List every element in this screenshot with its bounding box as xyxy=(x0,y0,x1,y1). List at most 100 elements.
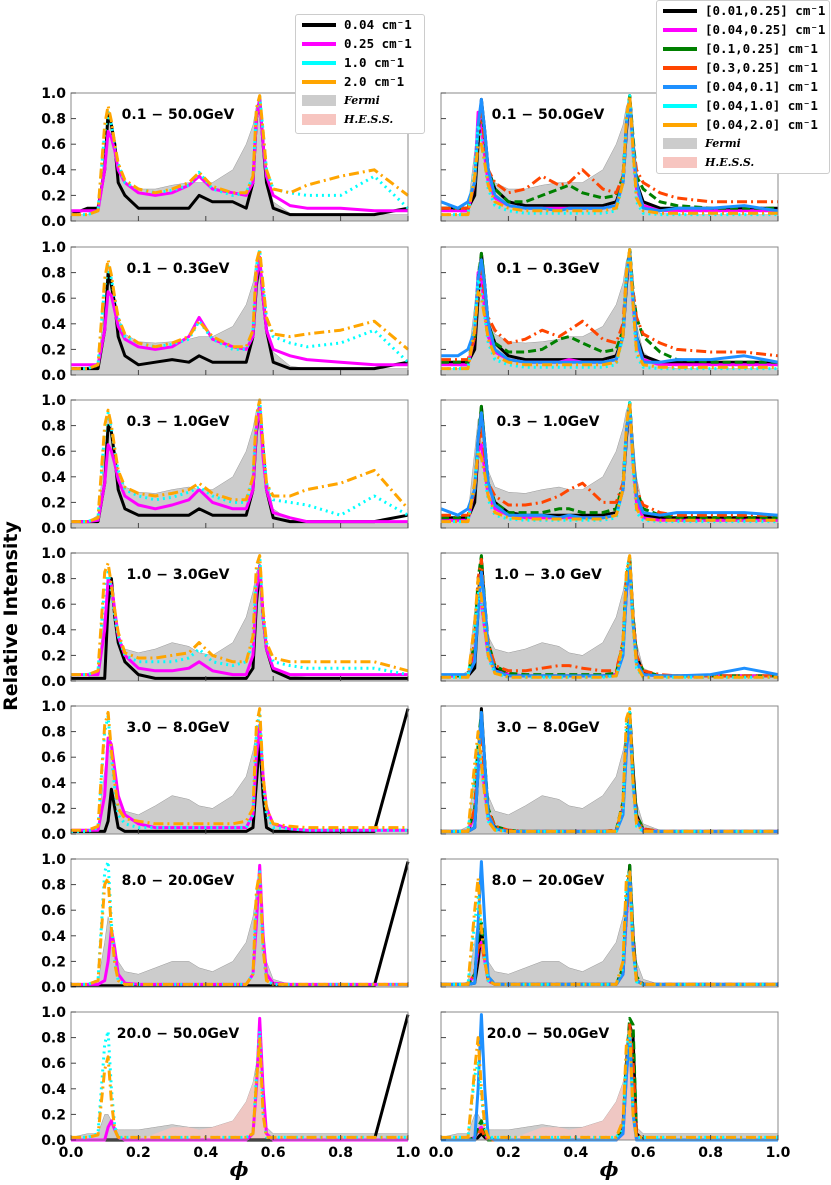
series-line-3 xyxy=(441,251,779,362)
y-tick-label: 0.4 xyxy=(41,470,66,486)
legend-label: Fermi xyxy=(705,137,741,150)
y-tick-label: 0.2 xyxy=(41,801,66,817)
legend-entry: [0.1,0.25] cm⁻1 xyxy=(657,39,829,58)
legend-entry: [0.04,0.25] cm⁻1 xyxy=(657,20,829,39)
panel-left-3: 0.0 0.2 0.4 0.6 0.8 1.0 1.0 − 3.0GeV xyxy=(41,546,409,690)
legend-label: 0.04 cm⁻1 xyxy=(344,17,412,32)
y-tick-label: 1.0 xyxy=(41,852,66,868)
y-tick-label: 0.4 xyxy=(41,1082,66,1098)
y-tick-label: 0.6 xyxy=(41,1056,66,1072)
series-line-6 xyxy=(441,94,778,217)
x-tick-label: 0.4 xyxy=(193,1145,218,1161)
legend-entry: [0.01,0.25] cm⁻1 xyxy=(657,1,829,20)
panel-right-5: 8.0 − 20.0GeV xyxy=(440,858,779,988)
panel-frame xyxy=(70,858,409,988)
legend-label: [0.01,0.25] cm⁻1 xyxy=(705,3,826,18)
x-tick-label: 1.0 xyxy=(766,1145,791,1161)
y-tick-label: 0.4 xyxy=(41,317,66,333)
legend-swatch xyxy=(302,23,336,27)
y-tick-label: 0.2 xyxy=(41,954,66,970)
panel-left-2: 0.0 0.2 0.4 0.6 0.8 1.0 0.3 − 1.0GeV xyxy=(41,393,410,537)
panel-frame xyxy=(440,246,779,376)
y-tick-label: 1.0 xyxy=(41,393,66,409)
panel-left-6: 0.0 0.2 0.4 0.6 0.8 1.0 0.0 0.2 0.4 0.6 0.8 1.0 20.0… xyxy=(41,1005,420,1161)
y-tick-label: 1.0 xyxy=(41,546,66,562)
energy-band-label: 8.0 − 20.0GeV xyxy=(492,873,605,889)
legend-swatch xyxy=(663,138,697,149)
y-tick-label: 0.8 xyxy=(41,266,66,282)
panel-frame xyxy=(70,399,409,529)
panel-right-3: 1.0 − 3.0 GeV xyxy=(440,552,779,682)
series-line-3 xyxy=(441,557,778,678)
panel-frame xyxy=(440,552,779,682)
x-tick-label: 1.0 xyxy=(396,1145,421,1161)
energy-band-label: 0.1 − 0.3GeV xyxy=(497,261,600,277)
series-line-3 xyxy=(71,248,409,371)
legend-swatch xyxy=(663,28,697,32)
series-line-3 xyxy=(71,94,409,217)
panel-frame xyxy=(70,246,409,376)
legend-label: [0.04,0.1] cm⁻1 xyxy=(705,79,818,94)
legend-swatch xyxy=(302,61,336,65)
legend-entry: 2.0 cm⁻1 xyxy=(296,72,424,91)
hess-histogram xyxy=(441,1063,778,1140)
legend-label: [0.04,2.0] cm⁻1 xyxy=(705,117,818,132)
legend-swatch xyxy=(302,114,336,125)
legend-entry: H.E.S.S. xyxy=(296,110,424,129)
y-tick-label: 0.8 xyxy=(41,1031,66,1047)
panel-frame xyxy=(440,858,779,988)
energy-band-label: 1.0 − 3.0GeV xyxy=(127,567,230,583)
y-tick-label: 1.0 xyxy=(41,86,66,102)
legend-label: [0.04,0.25] cm⁻1 xyxy=(705,22,826,37)
panel-right-1: 0.1 − 0.3GeV xyxy=(440,246,779,376)
x-axis-label-right: ϕ xyxy=(600,1157,619,1181)
y-tick-label: 0.4 xyxy=(41,623,66,639)
legend-swatch xyxy=(663,104,697,108)
series-line-4 xyxy=(440,404,779,520)
energy-band-label: 3.0 − 8.0GeV xyxy=(127,720,230,736)
series-line-5 xyxy=(441,94,778,217)
energy-band-label: 3.0 − 8.0GeV xyxy=(497,720,600,736)
y-tick-label: 0.6 xyxy=(41,903,66,919)
legend-left: 0.04 cm⁻1 0.25 cm⁻1 1.0 cm⁻1 2.0 cm⁻1 Fermi H… xyxy=(295,14,425,134)
series-line-6 xyxy=(441,401,778,524)
series-line-3 xyxy=(71,707,408,832)
fermi-histogram xyxy=(440,252,779,376)
y-tick-label: 0.2 xyxy=(41,342,66,358)
legend-label: [0.3,0.25] cm⁻1 xyxy=(705,60,818,75)
y-tick-label: 0.4 xyxy=(41,776,66,792)
panel-frame xyxy=(440,399,779,529)
legend-entry: Fermi xyxy=(657,134,829,153)
panel-frame xyxy=(70,552,409,682)
legend-label: Fermi xyxy=(344,94,380,107)
legend-label: [0.04,1.0] cm⁻1 xyxy=(705,98,818,113)
panel-frame xyxy=(70,92,409,222)
x-tick-label: 0.2 xyxy=(496,1145,521,1161)
y-tick-label: 0.2 xyxy=(41,648,66,664)
y-tick-label: 0.2 xyxy=(41,495,66,511)
y-tick-label: 1.0 xyxy=(41,1005,66,1021)
legend-entry: [0.04,2.0] cm⁻1 xyxy=(657,115,829,134)
energy-band-label: 20.0 − 50.0GeV xyxy=(487,1026,610,1042)
series-line-0 xyxy=(71,258,409,371)
x-tick-label: 0.8 xyxy=(328,1145,353,1161)
x-tick-label: 0.6 xyxy=(631,1145,656,1161)
panel-left-1: 0.0 0.2 0.4 0.6 0.8 1.0 0.1 − 0.3GeV xyxy=(41,240,410,384)
y-tick-label: 0.8 xyxy=(41,419,66,435)
legend-swatch xyxy=(663,66,697,70)
panel-left-5: 0.0 0.2 0.4 0.6 0.8 1.0 8.0 − 20.0GeV xyxy=(41,852,410,996)
y-tick-label: 0.8 xyxy=(41,725,66,741)
y-tick-label: 0.4 xyxy=(41,163,66,179)
x-tick-label: 0.8 xyxy=(698,1145,723,1161)
legend-entry: 1.0 cm⁻1 xyxy=(296,53,424,72)
y-tick-label: 0.8 xyxy=(41,878,66,894)
x-tick-label: 0.0 xyxy=(59,1145,84,1161)
energy-band-label: 0.1 − 0.3GeV xyxy=(127,261,230,277)
series-line-0 xyxy=(71,404,409,524)
x-axis-label-left: ϕ xyxy=(230,1157,249,1181)
legend-swatch xyxy=(663,9,697,13)
y-tick-label: 0.0 xyxy=(41,827,66,843)
y-tick-label: 0.2 xyxy=(41,1107,66,1123)
series-line-5 xyxy=(441,248,778,371)
series-line-4 xyxy=(440,97,779,213)
